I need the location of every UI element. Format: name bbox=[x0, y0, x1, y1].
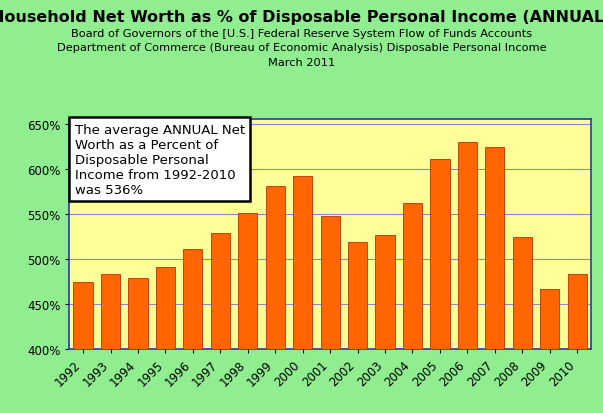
Bar bbox=[266, 186, 285, 349]
Text: March 2011: March 2011 bbox=[268, 58, 335, 68]
Text: Department of Commerce (Bureau of Economic Analysis) Disposable Personal Income: Department of Commerce (Bureau of Econom… bbox=[57, 43, 546, 53]
Bar bbox=[74, 282, 93, 349]
Bar bbox=[567, 274, 587, 349]
Bar bbox=[348, 242, 367, 349]
Bar bbox=[540, 290, 560, 349]
Text: The average ANNUAL Net
Worth as a Percent of
Disposable Personal
Income from 199: The average ANNUAL Net Worth as a Percen… bbox=[75, 123, 245, 196]
Bar bbox=[403, 203, 422, 349]
Bar bbox=[183, 249, 203, 349]
Bar bbox=[156, 267, 175, 349]
Bar bbox=[128, 278, 148, 349]
Bar bbox=[431, 159, 450, 349]
Bar bbox=[321, 217, 339, 349]
Bar bbox=[513, 237, 532, 349]
Bar bbox=[210, 233, 230, 349]
Bar bbox=[458, 142, 477, 349]
Bar bbox=[376, 236, 394, 349]
Text: Board of Governors of the [U.S.] Federal Reserve System Flow of Funds Accounts: Board of Governors of the [U.S.] Federal… bbox=[71, 29, 532, 39]
Bar bbox=[485, 147, 505, 349]
Text: Household Net Worth as % of Disposable Personal Income (ANNUAL): Household Net Worth as % of Disposable P… bbox=[0, 10, 603, 25]
Bar bbox=[238, 213, 257, 349]
Bar bbox=[293, 176, 312, 349]
Bar bbox=[101, 274, 120, 349]
